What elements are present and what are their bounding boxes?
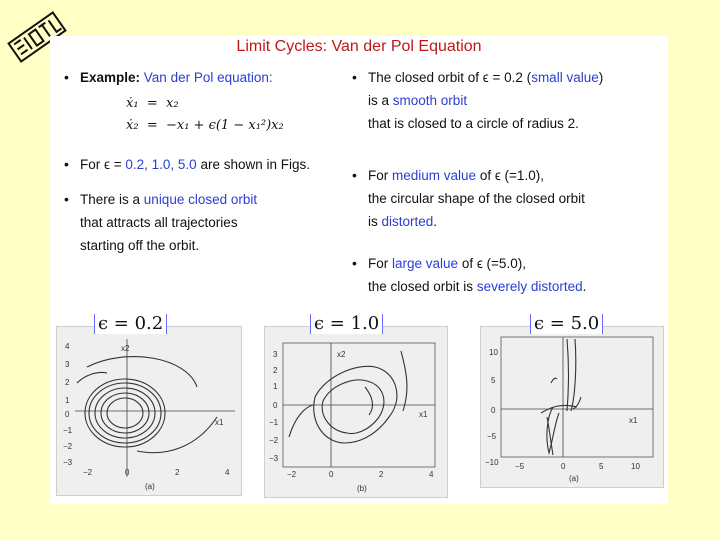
slide-title: Limit Cycles: Van der Pol Equation — [236, 38, 482, 55]
svg-text:−3: −3 — [269, 454, 279, 463]
svg-text:0: 0 — [125, 468, 130, 477]
svg-text:3: 3 — [65, 360, 70, 369]
svg-text:−2: −2 — [83, 468, 93, 477]
svg-text:−5: −5 — [515, 462, 525, 471]
example-name: Van der Pol equation: — [143, 70, 273, 85]
plot-c-caption: (a) — [569, 474, 579, 483]
plot-a-ylabel: x2 — [121, 344, 130, 353]
bullet-large-value: For large value of ϵ (=5.0), the closed … — [352, 252, 668, 298]
svg-text:2: 2 — [175, 468, 180, 477]
svg-text:4: 4 — [429, 470, 434, 479]
svg-text:0: 0 — [65, 410, 70, 419]
eps-label-b: ϵ = 1.0 — [310, 314, 384, 334]
svg-text:−1: −1 — [269, 418, 279, 427]
phase-plot-eps-5-0: 10 5 0 −5 −10 x1 −5 0 5 10 (a) — [480, 326, 664, 488]
svg-text:10: 10 — [489, 348, 498, 357]
plot-b-ylabel: x2 — [337, 350, 346, 359]
svg-text:5: 5 — [491, 376, 496, 385]
svg-text:−2: −2 — [269, 436, 279, 445]
svg-text:5: 5 — [599, 462, 604, 471]
svg-text:2: 2 — [379, 470, 384, 479]
plot-b-caption: (b) — [357, 484, 367, 493]
bullet-example: Example: Van der Pol equation: — [64, 66, 354, 89]
svg-text:0: 0 — [561, 462, 566, 471]
phase-plot-eps-1-0: x2 x1 3 2 1 0 −1 −2 −3 −2 0 2 4 (b) — [264, 326, 448, 498]
bullet-small-value: The closed orbit of ϵ = 0.2 (small value… — [352, 66, 668, 135]
svg-text:4: 4 — [65, 342, 70, 351]
svg-text:−2: −2 — [63, 442, 73, 451]
svg-text:−3: −3 — [63, 458, 73, 467]
plot-c-xlabel: x1 — [629, 416, 638, 425]
bullet-medium-value: For medium value of ϵ (=1.0), the circul… — [352, 164, 668, 233]
left-column: Example: Van der Pol equation: ẋ₁ = x₂ ẋ… — [64, 66, 354, 257]
plot-a-caption: (a) — [145, 482, 155, 491]
svg-text:1: 1 — [65, 396, 70, 405]
svg-text:3: 3 — [273, 350, 278, 359]
eps-label-a: ϵ = 0.2 — [94, 314, 168, 334]
svg-text:1: 1 — [273, 382, 278, 391]
svg-text:0: 0 — [329, 470, 334, 479]
svg-text:0: 0 — [273, 401, 278, 410]
phase-plot-eps-0-2: x2 x1 4 3 2 1 0 −1 −2 −3 −2 0 2 4 (a) — [56, 326, 242, 496]
right-column: The closed orbit of ϵ = 0.2 (small value… — [352, 66, 668, 298]
plot-a-xlabel: x1 — [215, 418, 224, 427]
svg-text:−2: −2 — [287, 470, 297, 479]
svg-text:−10: −10 — [485, 458, 499, 467]
svg-text:4: 4 — [225, 468, 230, 477]
svg-text:−5: −5 — [487, 432, 497, 441]
equation-2: ẋ₂ = −x₁ + ϵ(1 − x₁²)x₂ — [126, 118, 284, 133]
slide: Limit Cycles: Van der Pol Equation Examp… — [50, 36, 668, 504]
university-logo-icon — [7, 11, 67, 63]
svg-text:2: 2 — [273, 366, 278, 375]
bullet-for-values: For ϵ = 0.2, 1.0, 5.0 are shown in Figs. — [64, 153, 354, 176]
eps-label-c: ϵ = 5.0 — [530, 314, 604, 334]
svg-text:10: 10 — [631, 462, 640, 471]
svg-text:−1: −1 — [63, 426, 73, 435]
svg-text:0: 0 — [491, 406, 496, 415]
equation-1: ẋ₁ = x₂ — [126, 96, 179, 111]
bullet-unique-orbit: There is a unique closed orbit that attr… — [64, 188, 354, 257]
svg-text:2: 2 — [65, 378, 70, 387]
plot-b-xlabel: x1 — [419, 410, 428, 419]
example-label: Example: — [80, 70, 141, 85]
